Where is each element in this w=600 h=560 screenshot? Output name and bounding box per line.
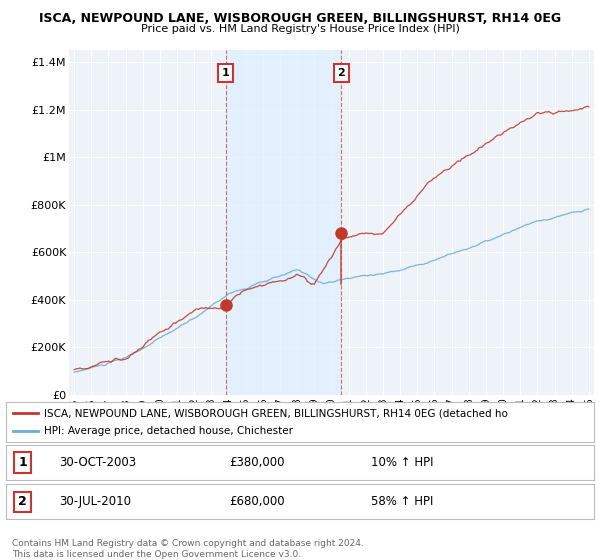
Text: HPI: Average price, detached house, Chichester: HPI: Average price, detached house, Chic…	[44, 426, 293, 436]
Text: £380,000: £380,000	[229, 456, 285, 469]
Bar	[226, 50, 341, 395]
Text: 2: 2	[338, 68, 346, 78]
Text: 30-JUL-2010: 30-JUL-2010	[59, 495, 131, 508]
Text: ISCA, NEWPOUND LANE, WISBOROUGH GREEN, BILLINGSHURST, RH14 0EG (detached ho: ISCA, NEWPOUND LANE, WISBOROUGH GREEN, B…	[44, 408, 508, 418]
Text: 10% ↑ HPI: 10% ↑ HPI	[371, 456, 433, 469]
Text: 30-OCT-2003: 30-OCT-2003	[59, 456, 136, 469]
Text: ISCA, NEWPOUND LANE, WISBOROUGH GREEN, BILLINGSHURST, RH14 0EG: ISCA, NEWPOUND LANE, WISBOROUGH GREEN, B…	[39, 12, 561, 25]
Text: Price paid vs. HM Land Registry's House Price Index (HPI): Price paid vs. HM Land Registry's House …	[140, 24, 460, 34]
Text: £680,000: £680,000	[229, 495, 285, 508]
Text: 1: 1	[222, 68, 230, 78]
Text: 2: 2	[18, 495, 27, 508]
Text: 1: 1	[18, 456, 27, 469]
Text: Contains HM Land Registry data © Crown copyright and database right 2024.
This d: Contains HM Land Registry data © Crown c…	[12, 539, 364, 559]
Text: 58% ↑ HPI: 58% ↑ HPI	[371, 495, 433, 508]
